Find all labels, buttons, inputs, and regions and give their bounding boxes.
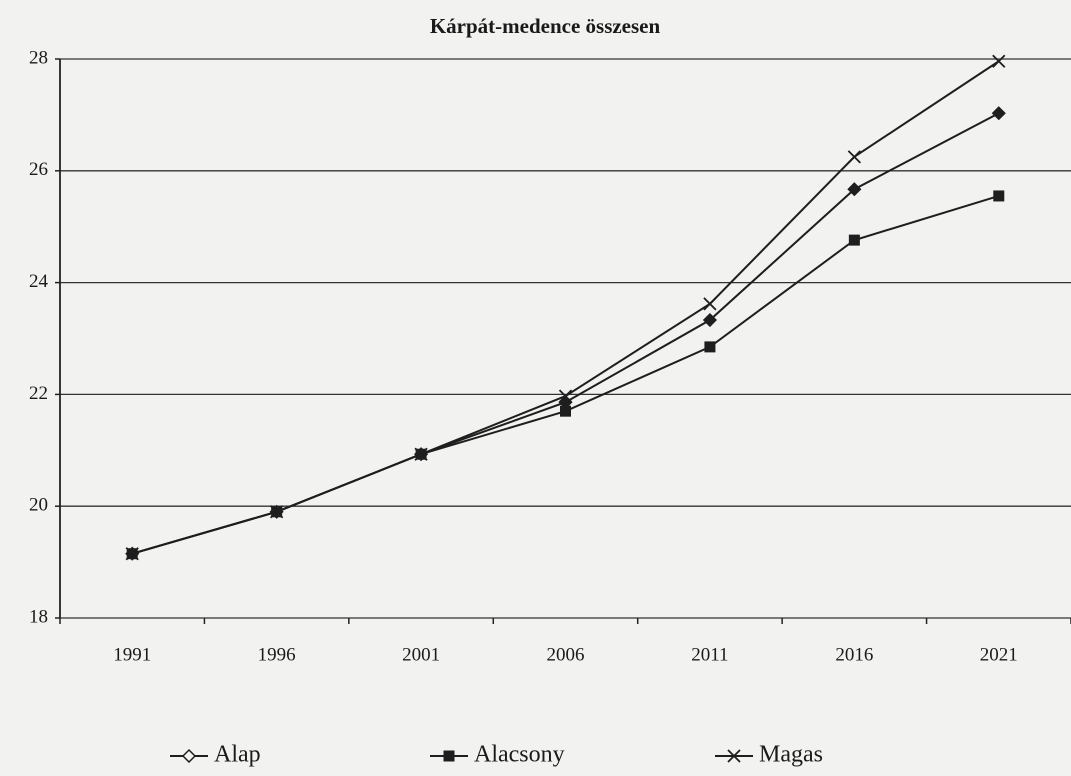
y-tick-label: 28	[29, 47, 48, 68]
legend-label: Magas	[759, 742, 823, 768]
marker	[992, 54, 1006, 68]
marker	[560, 405, 571, 417]
marker	[847, 150, 861, 164]
x-tick-label: 2011	[691, 644, 728, 665]
series-line	[131, 112, 1000, 555]
marker	[414, 447, 428, 461]
marker	[443, 750, 455, 762]
y-tick-label: 18	[29, 606, 48, 627]
marker	[558, 389, 573, 403]
x-tick-label: 2016	[835, 644, 873, 665]
marker	[847, 182, 862, 197]
legend-label: Alacsony	[474, 742, 565, 768]
y-tick-label: 22	[29, 383, 48, 404]
chart-title: Kárpát-medence összesen	[430, 14, 661, 38]
legend-label: Alap	[214, 742, 261, 768]
marker	[125, 547, 139, 561]
marker	[991, 106, 1006, 121]
series-line	[131, 194, 1000, 555]
marker	[181, 748, 197, 764]
marker	[270, 505, 284, 519]
x-tick-label: 1991	[113, 644, 151, 665]
x-tick-label: 2006	[547, 644, 585, 665]
series-line	[131, 60, 1000, 555]
marker	[993, 190, 1005, 202]
marker	[702, 312, 717, 328]
marker	[704, 341, 716, 353]
marker	[848, 234, 860, 246]
x-tick-label: 2021	[980, 644, 1018, 665]
y-tick-label: 26	[29, 159, 48, 180]
marker	[727, 749, 741, 763]
y-tick-label: 20	[29, 495, 48, 516]
y-tick-label: 24	[29, 271, 49, 292]
x-tick-label: 1996	[258, 644, 296, 665]
x-tick-label: 2001	[402, 644, 440, 665]
marker	[703, 297, 717, 311]
